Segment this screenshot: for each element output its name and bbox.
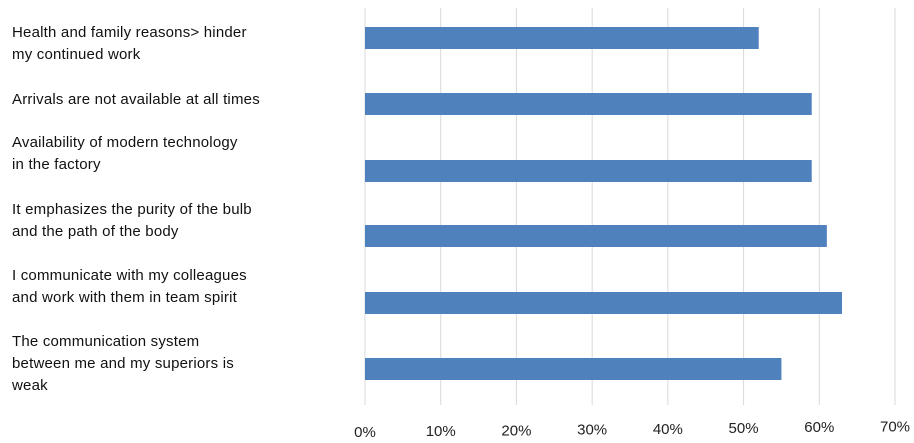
bar	[365, 27, 759, 49]
x-tick-label: 50%	[729, 420, 759, 437]
x-tick-label: 70%	[880, 418, 910, 435]
bar	[365, 93, 812, 115]
bar	[365, 292, 842, 314]
category-label: It emphasizes the purity of the bulb and…	[12, 201, 252, 240]
bar	[365, 160, 812, 182]
gridlines	[364, 8, 896, 405]
category-label: I communicate with my colleagues and wor…	[12, 267, 247, 306]
x-tick-label: 30%	[577, 422, 607, 439]
category-label: Availability of modern technology in the…	[12, 134, 238, 173]
bar	[365, 225, 827, 247]
x-tick-label: 10%	[426, 423, 456, 440]
bar	[365, 358, 782, 380]
category-label: Arrivals are not available at all times	[12, 91, 260, 108]
category-label: The communication system between me and …	[12, 333, 234, 394]
bars	[365, 27, 842, 380]
x-tick-labels: 0% 10% 20% 30% 40% 50% 60% 70%	[354, 418, 910, 441]
x-tick-label: 0%	[354, 424, 376, 441]
category-label: Health and family reasons> hinder my con…	[12, 24, 247, 63]
x-tick-label: 20%	[501, 422, 531, 439]
x-tick-label: 60%	[804, 419, 834, 436]
x-tick-label: 40%	[653, 421, 683, 438]
